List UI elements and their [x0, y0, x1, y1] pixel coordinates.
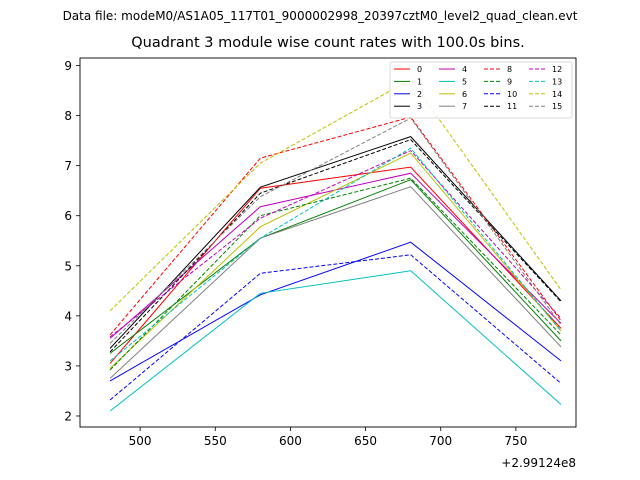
legend-label-0: 0	[417, 65, 422, 74]
x-tick-label: 550	[204, 434, 227, 448]
y-tick-label: 7	[64, 159, 72, 173]
series-line-8	[109, 116, 562, 336]
legend-label-12: 12	[552, 65, 562, 74]
legend-label-1: 1	[417, 77, 422, 86]
y-tick-label: 2	[64, 409, 72, 423]
series-line-15	[109, 117, 562, 344]
x-tick-label: 750	[504, 434, 527, 448]
legend-label-15: 15	[552, 102, 562, 111]
x-tick-label: 700	[429, 434, 452, 448]
y-tick-label: 4	[64, 309, 72, 323]
legend-label-14: 14	[552, 90, 562, 99]
series-line-13	[109, 147, 562, 362]
series-line-14	[109, 78, 562, 312]
x-tick-label: 600	[279, 434, 302, 448]
x-offset-text: +2.99124e8	[501, 456, 576, 470]
suptitle: Data file: modeM0/AS1A05_117T01_90000029…	[62, 9, 578, 23]
legend-label-7: 7	[462, 102, 467, 111]
series-line-5	[109, 270, 562, 412]
y-tick-label: 6	[64, 209, 72, 223]
series-line-9	[109, 177, 562, 371]
series-line-1	[109, 179, 562, 354]
legend-label-2: 2	[417, 90, 422, 99]
series-line-2	[109, 241, 562, 382]
legend-frame	[389, 61, 573, 119]
legend-label-10: 10	[507, 90, 517, 99]
y-tick-label: 8	[64, 109, 72, 123]
series-line-11	[109, 139, 562, 353]
legend-label-8: 8	[507, 65, 512, 74]
x-tick-label: 650	[354, 434, 377, 448]
legend-label-13: 13	[552, 77, 562, 86]
y-tick-label: 9	[64, 59, 72, 73]
series-line-6	[109, 152, 562, 369]
legend-label-5: 5	[462, 77, 467, 86]
chart-title: Quadrant 3 module wise count rates with …	[131, 35, 525, 51]
series-line-12	[109, 149, 562, 338]
series-line-7	[109, 186, 562, 379]
legend-label-11: 11	[507, 102, 517, 111]
y-tick-label: 5	[64, 259, 72, 273]
x-tick-label: 500	[129, 434, 152, 448]
legend-label-9: 9	[507, 77, 512, 86]
legend-label-4: 4	[462, 65, 467, 74]
series-line-0	[109, 166, 562, 364]
series-line-3	[109, 136, 562, 349]
series-layer	[109, 78, 562, 412]
legend-label-3: 3	[417, 102, 422, 111]
plot-frame	[79, 57, 577, 428]
legend-label-6: 6	[462, 90, 467, 99]
y-tick-label: 3	[64, 359, 72, 373]
series-line-10	[109, 254, 562, 401]
